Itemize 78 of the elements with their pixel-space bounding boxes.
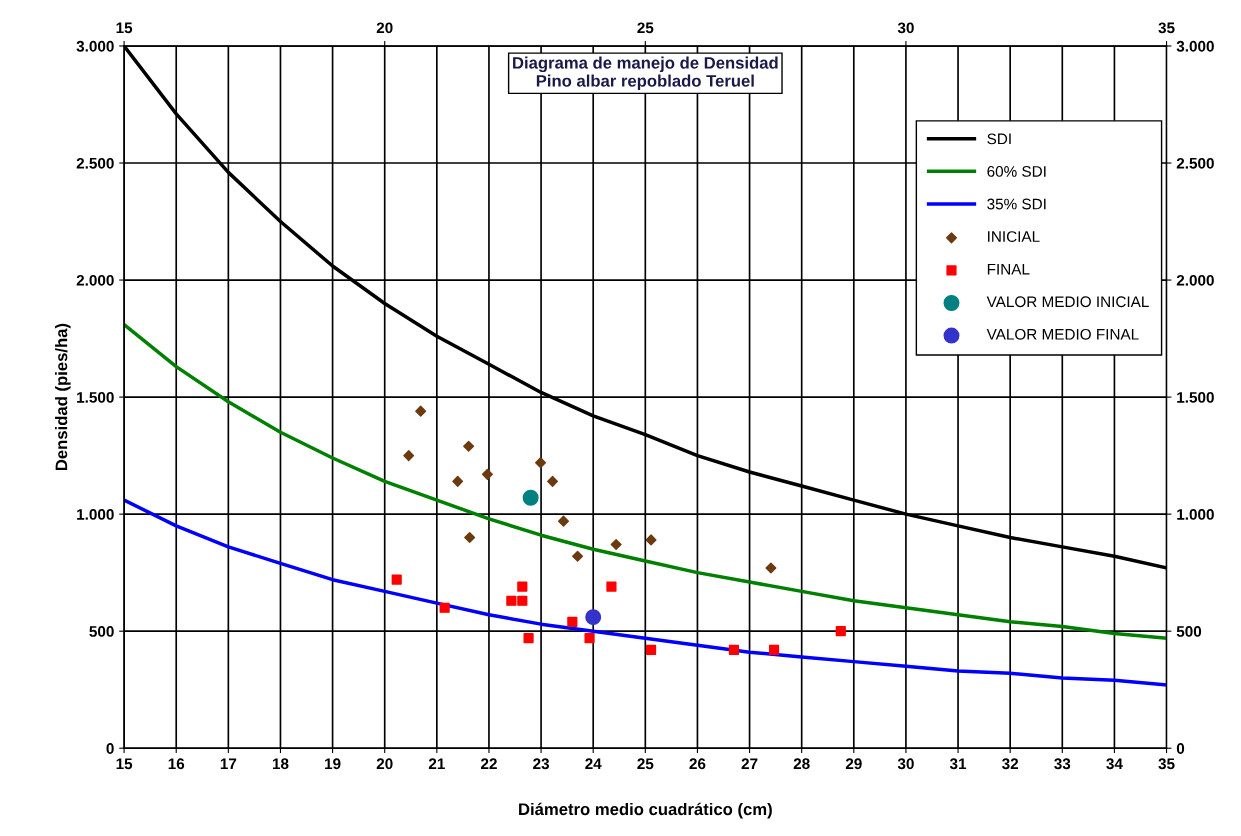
legend-label: INICIAL [988,231,1040,242]
x-tick-label: 23 [533,758,550,770]
y2-tick-label: 0 [1176,743,1185,754]
point [439,602,450,613]
point [523,633,534,644]
x-tick-label: 34 [1106,758,1123,770]
x-tick-label: 31 [949,758,967,770]
point [391,574,402,585]
point [765,562,777,574]
x-tick-label: 20 [376,758,393,770]
x-tick-label: 29 [845,758,862,770]
point [463,440,475,452]
point [535,457,547,469]
y-tick-label: 3.000 [76,40,114,52]
x-tick-label: 22 [480,758,497,770]
y2-tick-label: 3.000 [1176,40,1214,52]
text: Diagrama de manejo de Densidad Pino albar repoblado Teruel [513,56,778,91]
x2-tick-label: 25 [637,22,654,34]
y2-tick-label: 2.000 [1176,274,1214,286]
point [403,450,415,462]
x-tick-label: 28 [793,758,810,770]
x-tick-label: 35 [1158,758,1175,770]
x-tick-label: 21 [428,758,445,770]
x-tick-label: 27 [741,758,758,770]
point [572,550,584,562]
y-tick-label: 500 [89,626,114,637]
point [567,616,578,627]
y-tick-label: 0 [106,743,114,754]
x-tick-label: 25 [637,758,654,770]
y-tick-label: 2.500 [76,157,114,169]
point [584,633,595,644]
x-tick-label: 30 [897,758,914,770]
y2-tick-label: 1.500 [1177,391,1214,403]
legend-label: VALOR MEDIO INICIAL [986,296,1149,308]
x-tick-label: 16 [168,758,185,770]
point [452,475,464,487]
x2-tick-label: 20 [376,22,393,34]
x2-tick-label: 35 [1158,22,1175,34]
y-tick-label: 2.000 [76,274,114,286]
legend-label: SDI [987,133,1011,145]
point [835,626,846,637]
x-tick-label: 24 [585,758,602,770]
y2-tick-label: 500 [1176,626,1202,637]
point [645,644,657,655]
point [606,581,617,592]
y-axis-title: Densidad (pies/ha) [55,323,71,471]
point [728,644,740,655]
y2-tick-label: 1.000 [1177,509,1214,520]
point [547,475,559,487]
y-tick-label: 1.000 [77,509,114,520]
legend-label: VALOR MEDIO FINAL [986,328,1139,340]
legend-label: 35% SDI [987,198,1046,210]
point [464,532,476,544]
point [517,595,528,606]
point [517,581,528,592]
point [768,644,780,655]
x-tick-label: 26 [689,758,706,770]
x-tick-label: 17 [220,758,237,770]
point [645,534,657,546]
x-tick-label: 32 [1002,758,1019,770]
x-axis-title: Diámetro medio cuadrático (cm) [519,802,772,819]
legend-label: FINAL [987,263,1030,275]
point [506,595,517,606]
x2-tick-label: 30 [897,22,914,34]
x-tick-label: 15 [116,758,133,770]
point [585,609,602,626]
x-tick-label: 33 [1054,758,1071,770]
point [481,468,493,480]
point [522,489,539,506]
legend-label: 60% SDI [987,166,1046,177]
x-tick-label: 18 [272,758,289,770]
x-tick-label: 19 [325,758,341,770]
point [415,405,427,417]
point [557,515,569,527]
x2-tick-label: 15 [116,22,133,34]
point [610,539,622,551]
y2-tick-label: 2.500 [1176,157,1214,169]
y-tick-label: 1.500 [77,391,114,403]
